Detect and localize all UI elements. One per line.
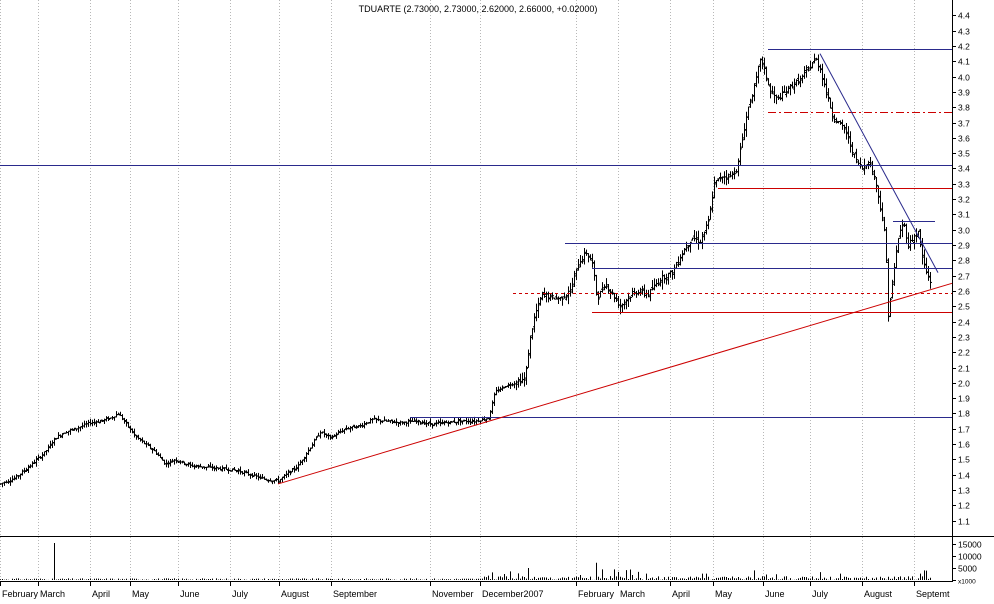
price-tick-label: 1.7 bbox=[958, 425, 970, 435]
volume-tick-label: 15000 bbox=[958, 540, 982, 550]
price-tick-label: 3.5 bbox=[958, 149, 970, 159]
volume-axis-ticks: 15000 10000 5000 x1000 bbox=[952, 540, 982, 586]
price-tick-label: 1.5 bbox=[958, 455, 970, 465]
price-tick-label: 3.4 bbox=[958, 164, 970, 174]
time-axis-labels: February March April May June July August Septe… bbox=[2, 589, 950, 599]
price-tick-label: 3.2 bbox=[958, 195, 970, 205]
time-axis-label: May bbox=[132, 589, 150, 599]
volume-bars bbox=[0, 542, 931, 580]
price-tick-label: 1.2 bbox=[958, 501, 970, 511]
time-axis-label: December2007 bbox=[482, 589, 544, 599]
price-tick-label: 1.3 bbox=[958, 486, 970, 496]
price-tick-label: 3.1 bbox=[958, 210, 970, 220]
time-axis-label: February bbox=[578, 589, 615, 599]
price-tick-label: 2.0 bbox=[958, 379, 970, 389]
time-axis-label: July bbox=[232, 589, 249, 599]
time-axis-label: February bbox=[2, 589, 39, 599]
price-tick-label: 2.9 bbox=[958, 241, 970, 251]
time-axis-label: May bbox=[715, 589, 733, 599]
time-axis-label: August bbox=[864, 589, 893, 599]
price-tick-label: 2.7 bbox=[958, 272, 970, 282]
price-tick-label: 1.1 bbox=[958, 517, 970, 527]
price-tick-label: 2.1 bbox=[958, 364, 970, 374]
price-tick-label: 1.8 bbox=[958, 409, 970, 419]
price-tick-label: 2.5 bbox=[958, 302, 970, 312]
price-tick-label: 2.6 bbox=[958, 287, 970, 297]
time-axis-label: April bbox=[672, 589, 690, 599]
time-axis-label: June bbox=[765, 589, 785, 599]
price-tick-label: 3.9 bbox=[958, 88, 970, 98]
price-tick-label: 3.8 bbox=[958, 103, 970, 113]
volume-tick-label: x1000 bbox=[958, 579, 976, 586]
price-tick-label: 3.7 bbox=[958, 119, 970, 129]
price-tick-label: 2.2 bbox=[958, 348, 970, 358]
reference-lines bbox=[0, 49, 953, 485]
time-axis-label: April bbox=[92, 589, 110, 599]
price-tick-label: 1.6 bbox=[958, 440, 970, 450]
time-axis-label: March bbox=[40, 589, 65, 599]
price-tick-label: 4.4 bbox=[958, 11, 970, 21]
time-axis-label: July bbox=[812, 589, 829, 599]
price-tick-label: 4.1 bbox=[958, 57, 970, 67]
trend-line bbox=[819, 53, 939, 273]
time-axis-label: November bbox=[432, 589, 474, 599]
price-tick-label: 2.8 bbox=[958, 256, 970, 266]
time-axis-label: August bbox=[281, 589, 310, 599]
time-axis-label: March bbox=[620, 589, 645, 599]
trend-line bbox=[277, 282, 953, 485]
time-axis-label: September bbox=[333, 589, 377, 599]
price-tick-label: 1.9 bbox=[958, 394, 970, 404]
price-tick-label: 1.4 bbox=[958, 471, 970, 481]
price-tick-label: 3.0 bbox=[958, 226, 970, 236]
volume-tick-label: 10000 bbox=[958, 552, 982, 562]
price-axis-ticks: 1.1 1.2 1.3 1.4 1.5 1.6 1.7 1.8 1.9 2.0 2.1 2.2 2.3 2… bbox=[952, 11, 970, 527]
price-tick-label: 4.3 bbox=[958, 27, 970, 37]
price-tick-label: 2.3 bbox=[958, 333, 970, 343]
volume-tick-label: 5000 bbox=[958, 564, 977, 574]
price-bars bbox=[0, 53, 932, 488]
price-tick-label: 4.0 bbox=[958, 73, 970, 83]
chart-title: TDUARTE (2.73000, 2.73000, 2.62000, 2.66… bbox=[359, 4, 598, 14]
price-tick-label: 4.2 bbox=[958, 42, 970, 52]
price-tick-label: 3.6 bbox=[958, 134, 970, 144]
time-axis-label: Septemt bbox=[916, 589, 950, 599]
price-tick-label: 3.3 bbox=[958, 180, 970, 190]
price-tick-label: 2.4 bbox=[958, 318, 970, 328]
time-axis-label: June bbox=[180, 589, 200, 599]
